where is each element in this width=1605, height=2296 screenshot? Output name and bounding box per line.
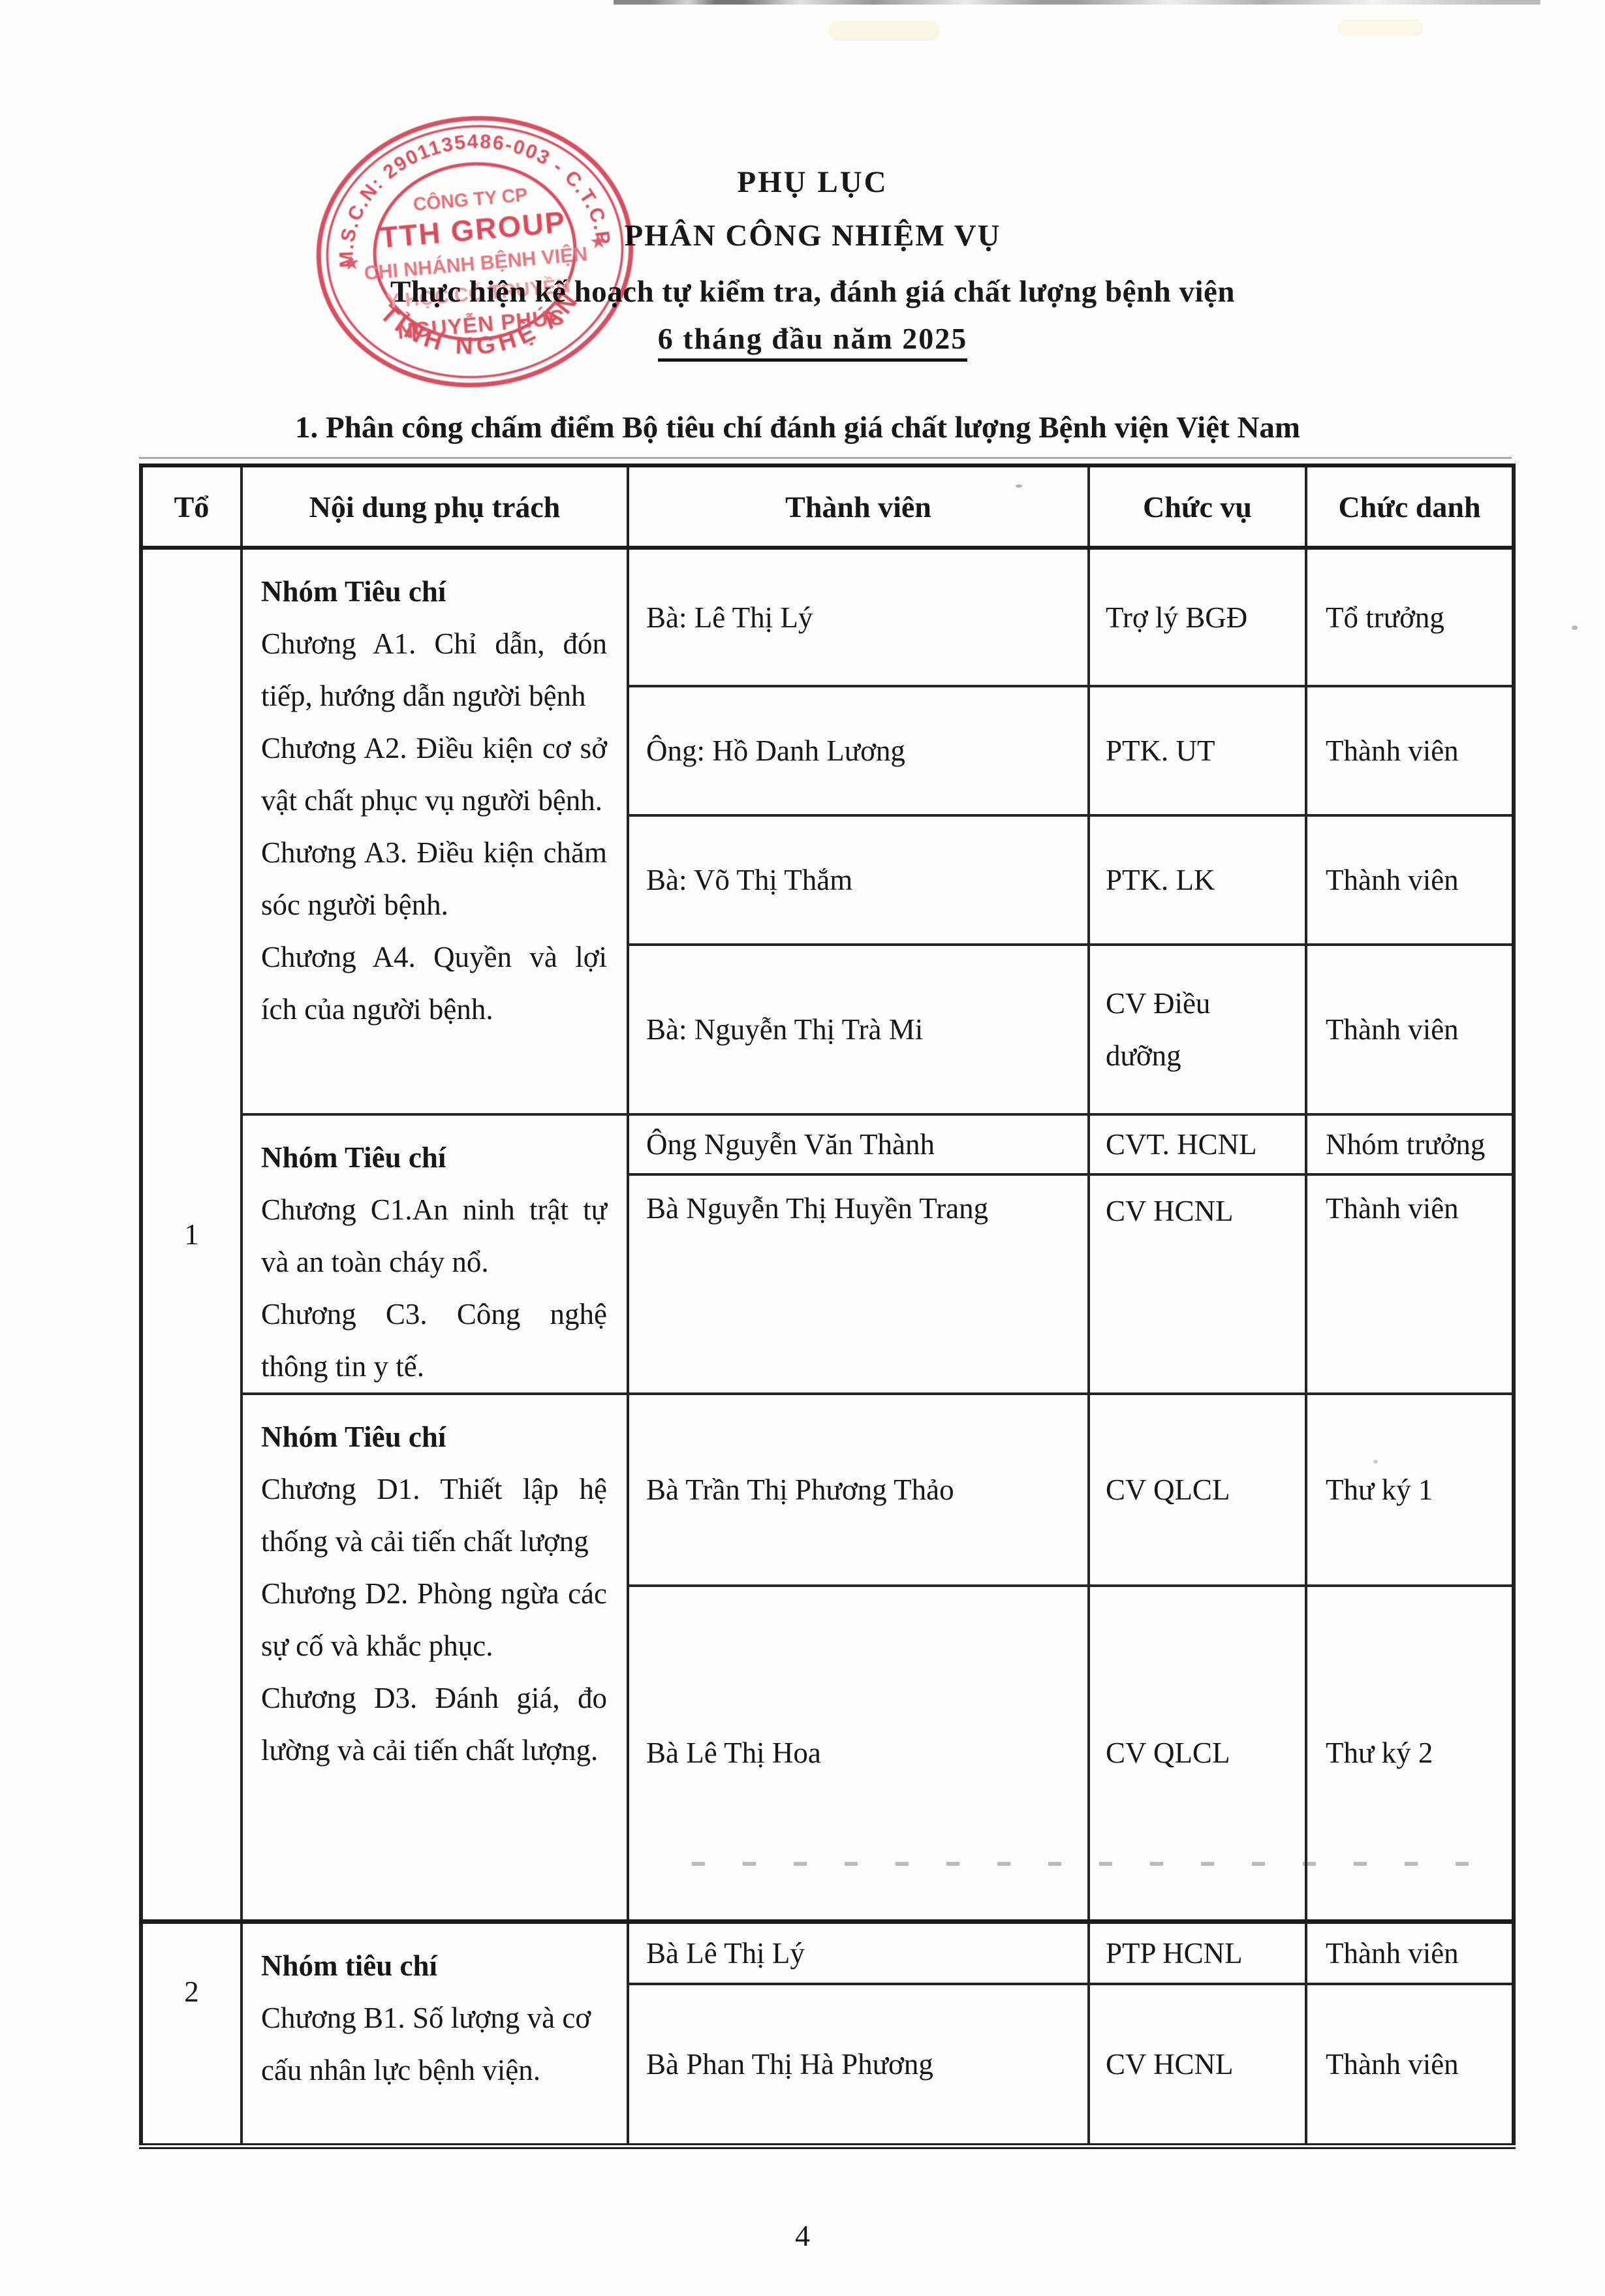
role-cell: Thư ký 1 — [1305, 1392, 1515, 1587]
document-title-main: PHÂN CÔNG NHIỆM VỤ — [624, 219, 1001, 253]
table-row: Ông: Hồ Danh Lương PTK. UT Thành viên — [141, 685, 1515, 817]
group-number-cell: 2 — [140, 1919, 243, 2147]
table-row: Bà: Nguyễn Thị Trà Mi CV Điều dưỡng Thàn… — [141, 943, 1515, 1116]
document-subtitle: Thực hiện kế hoạch tự kiểm tra, đánh giá… — [390, 275, 1236, 309]
scan-artifact-speck — [1572, 625, 1578, 630]
assignment-table: Tổ Nội dung phụ trách Thành viên Chức vụ… — [139, 464, 1516, 2149]
position-cell: PTK. UT — [1087, 685, 1307, 817]
table-row: Bà Lê Thị Hoa CV QLCL Thư ký 2 — [141, 1584, 1515, 1923]
column-header-to: Tổ — [140, 464, 243, 550]
member-name-cell: Ông: Hồ Danh Lương — [627, 685, 1090, 817]
column-header-member: Thành viên — [627, 464, 1090, 550]
topic-section-title: Nhóm Tiêu chí — [261, 1141, 446, 1174]
role-cell: Thành viên — [1305, 1173, 1515, 1395]
stamp-star-left-icon: ★ — [342, 252, 362, 275]
section-heading: 1. Phân công chấm điểm Bộ tiêu chí đánh … — [295, 411, 1301, 445]
table-header-row: Tổ Nội dung phụ trách Thành viên Chức vụ… — [140, 464, 1515, 550]
role-cell: Thành viên — [1305, 685, 1515, 817]
topic-item: Chương D2. Phòng ngừa các sự cố và khắc … — [261, 1577, 607, 1662]
table-row: 2 Nhóm tiêu chí Chương B1. Số lượng và c… — [140, 1919, 1515, 2147]
stamp-outer-ring — [316, 116, 634, 388]
stamp-middle-ring — [326, 125, 624, 379]
position-cell: CV HCNL — [1087, 1173, 1307, 1395]
topic-cell-group-a: Nhóm Tiêu chí Chương A1. Chỉ dẫn, đón ti… — [240, 546, 629, 1116]
topic-cell-group-c: Nhóm Tiêu chí Chương C1.An ninh trật tự … — [240, 1113, 629, 1395]
scan-artifact-top-streak — [614, 0, 1540, 5]
topic-item: Chương D3. Đánh giá, đo lường và cải tiế… — [261, 1682, 607, 1767]
group-number-cell: 1 — [140, 546, 243, 1923]
role-cell: Thư ký 2 — [1305, 1584, 1515, 1923]
role-cell: Thành viên — [1305, 1919, 1515, 1985]
position-cell: PTP HCNL — [1087, 1919, 1307, 1985]
table-row: Nhóm Tiêu chí Chương C1.An ninh trật tự … — [141, 1112, 1515, 1395]
column-header-role: Chức danh — [1305, 464, 1515, 550]
topic-section-title: Nhóm tiêu chí — [261, 1949, 437, 1982]
column-header-topic: Nội dung phụ trách — [240, 464, 629, 550]
topic-item: Chương B1. Số lượng và cơ cấu nhân lực b… — [261, 2001, 591, 2086]
position-cell: CV Điều dưỡng — [1087, 943, 1307, 1116]
member-name-cell: Bà Phan Thị Hà Phương — [627, 1983, 1090, 2147]
member-name-cell: Bà Lê Thị Lý — [627, 1919, 1090, 1985]
member-name-cell: Bà Nguyễn Thị Huyền Trang — [627, 1173, 1090, 1395]
topic-cell-group-b: Nhóm tiêu chí Chương B1. Số lượng và cơ … — [240, 1919, 629, 2147]
scan-artifact-blob — [829, 21, 940, 40]
topic-item: Chương A4. Quyền và lợi ích của người bệ… — [261, 941, 607, 1026]
member-name-cell: Bà: Lê Thị Lý — [627, 546, 1090, 687]
column-header-position: Chức vụ — [1087, 464, 1307, 550]
member-name-cell: Ông Nguyễn Văn Thành — [627, 1112, 1090, 1176]
position-cell: CV QLCL — [1087, 1584, 1307, 1923]
table-row: 1 Nhóm Tiêu chí Chương A1. Chỉ dẫn, đón … — [140, 546, 1515, 1923]
topic-item: Chương C1.An ninh trật tự và an toàn chá… — [261, 1193, 607, 1278]
role-cell: Tổ trưởng — [1305, 546, 1515, 687]
position-cell: CV HCNL — [1087, 1983, 1307, 2147]
topic-item: Chương C3. Công nghệ thông tin y tế. — [261, 1298, 607, 1383]
topic-section-title: Nhóm Tiêu chí — [261, 575, 446, 608]
table-row: Bà Nguyễn Thị Huyền Trang CV HCNL Thành … — [141, 1173, 1515, 1395]
document-period: 6 tháng đầu năm 2025 — [20, 321, 1605, 362]
role-cell: Thành viên — [1305, 1983, 1515, 2147]
role-cell: Thành viên — [1305, 814, 1515, 946]
topic-item: Chương A2. Điều kiện cơ sở vật chất phục… — [261, 732, 607, 817]
stamp-inner-ring — [373, 162, 577, 341]
topic-section-title: Nhóm Tiêu chí — [261, 1421, 446, 1453]
topic-cell-group-d: Nhóm Tiêu chí Chương D1. Thiết lập hệ th… — [240, 1392, 629, 1923]
page-number: 4 — [795, 2219, 810, 2252]
member-name-cell: Bà Trần Thị Phương Thảo — [627, 1392, 1090, 1587]
document-period-text: 6 tháng đầu năm 2025 — [657, 322, 968, 362]
role-cell: Thành viên — [1305, 943, 1515, 1116]
member-name-cell: Bà: Võ Thị Thắm — [627, 814, 1090, 946]
topic-item: Chương A3. Điều kiện chăm sóc người bệnh… — [261, 836, 607, 921]
scan-artifact-blob — [1338, 20, 1423, 37]
table-row: Bà Phan Thị Hà Phương CV HCNL Thành viên — [141, 1983, 1515, 2147]
scan-artifact-table-echo-line — [139, 457, 1512, 459]
position-cell: CVT. HCNL — [1087, 1112, 1307, 1176]
position-cell: PTK. LK — [1087, 814, 1307, 946]
member-name-cell: Bà: Nguyễn Thị Trà Mi — [627, 943, 1090, 1116]
table-row: Nhóm Tiêu chí Chương D1. Thiết lập hệ th… — [141, 1392, 1515, 1923]
member-name-cell: Bà Lê Thị Hoa — [627, 1584, 1090, 1923]
position-cell: Trợ lý BGĐ — [1087, 546, 1307, 687]
topic-item: Chương D1. Thiết lập hệ thống và cải tiế… — [261, 1473, 607, 1558]
company-stamp: M.S.C.N: 2901135486-003 - C.T.C.P TỈNH N… — [316, 116, 634, 388]
topic-item: Chương A1. Chỉ dẫn, đón tiếp, hướng dẫn … — [261, 627, 607, 712]
position-cell: CV QLCL — [1087, 1392, 1307, 1587]
document-title-appendix: PHỤ LỤC — [737, 165, 888, 199]
role-cell: Nhóm trưởng — [1305, 1112, 1515, 1176]
table-row: Bà: Võ Thị Thắm PTK. LK Thành viên — [141, 814, 1515, 946]
stamp-star-right-icon: ★ — [589, 230, 608, 253]
